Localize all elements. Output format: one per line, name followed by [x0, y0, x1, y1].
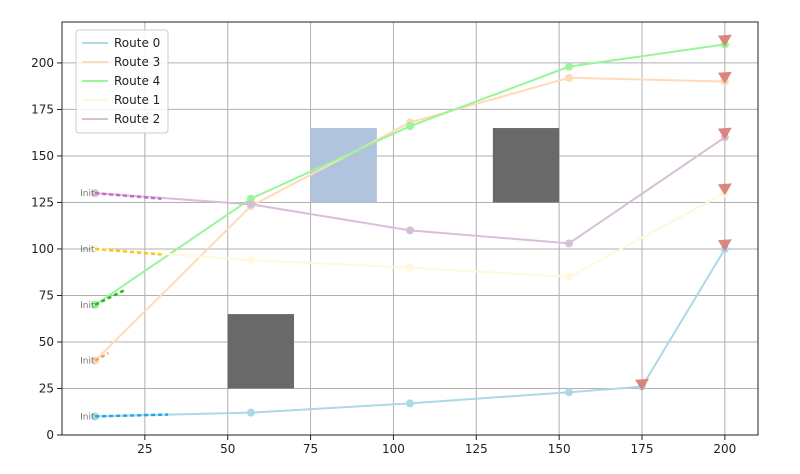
series-point [406, 226, 414, 235]
plot-frame [61, 21, 759, 436]
obstacle-rect [310, 128, 377, 203]
start-segment [95, 413, 169, 418]
series-point [246, 200, 255, 209]
series-line [95, 248, 726, 418]
x-tick-label: 175 [631, 442, 654, 456]
init-label: Init [80, 301, 95, 311]
end-marker [717, 239, 732, 252]
axis-ticks: 25 50 75 100 125 150 175 200 0 25 50 75 100 125 150 175… [31, 56, 736, 456]
x-tick-label: 125 [465, 442, 488, 456]
legend-label: Route 1 [114, 93, 160, 107]
legend-label: Route 2 [114, 112, 160, 126]
x-tick-label: 50 [220, 442, 235, 456]
legend-box [75, 29, 169, 134]
series-point [565, 73, 574, 82]
series-point [406, 122, 414, 131]
start-segment [94, 288, 126, 306]
legend-label: Route 0 [114, 36, 160, 50]
legend-label: Route 4 [114, 74, 160, 88]
start-segment [94, 352, 110, 362]
end-marker [717, 127, 732, 140]
obstacle-rect [227, 314, 294, 389]
end-marker [635, 378, 649, 391]
y-tick-label: 125 [31, 195, 54, 209]
series-point [565, 272, 574, 281]
y-tick-label: 150 [31, 149, 54, 163]
x-tick-label: 75 [303, 442, 318, 456]
init-label: Init [80, 357, 95, 367]
x-tick-label: 100 [382, 442, 405, 456]
y-tick-label: 175 [31, 102, 54, 116]
series-point [406, 399, 414, 408]
y-tick-label: 75 [39, 288, 54, 302]
init-label: Init [80, 189, 95, 199]
y-tick-label: 50 [39, 335, 54, 349]
end-marker [717, 183, 732, 196]
x-tick-label: 150 [548, 442, 571, 456]
y-tick-label: 0 [46, 428, 54, 442]
legend: Route 0 Route 3 Route 4 Route 1 Route 2 [75, 29, 169, 134]
series-point [565, 388, 574, 397]
y-tick-label: 25 [39, 381, 54, 395]
obstacles [227, 128, 560, 389]
series-point [406, 263, 414, 272]
x-tick-label: 25 [137, 442, 152, 456]
x-tick-label: 200 [713, 442, 736, 456]
y-tick-label: 100 [31, 242, 54, 256]
end-marker [717, 71, 732, 84]
init-label: Init [80, 412, 95, 422]
series-point [246, 256, 255, 265]
end-marker [717, 34, 732, 47]
y-tick-label: 200 [31, 56, 54, 70]
series-point [565, 239, 574, 248]
series-lines: Init Init Init Init Init [80, 34, 732, 422]
obstacle-rect [492, 128, 560, 203]
init-label: Init [80, 245, 95, 255]
series-point [246, 194, 255, 203]
legend-label: Route 3 [114, 55, 160, 69]
series-point [246, 408, 255, 417]
series-point [565, 62, 574, 71]
